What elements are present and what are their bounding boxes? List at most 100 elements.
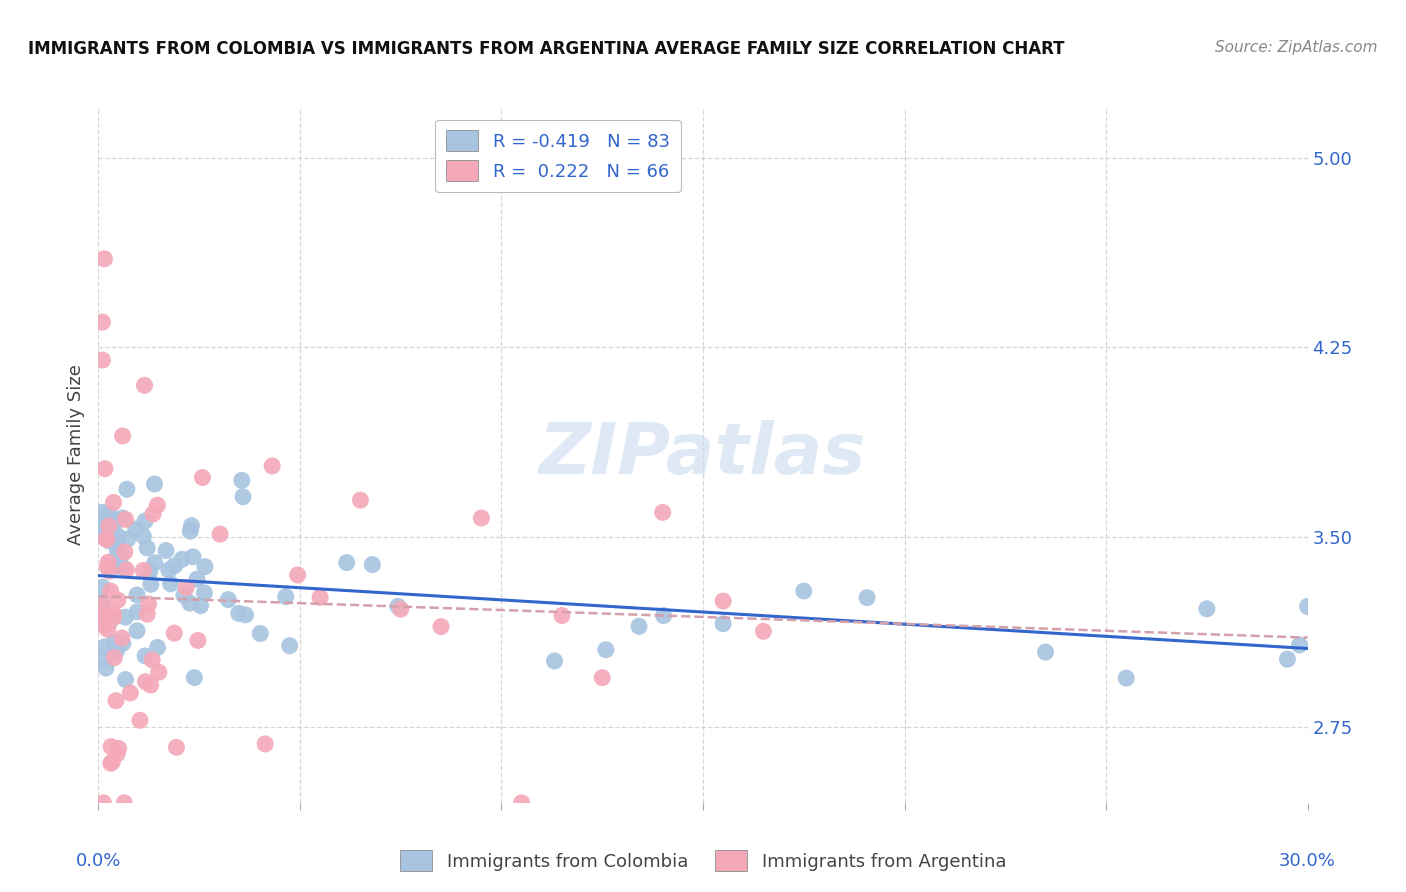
Point xyxy=(170,552,193,566)
Point xyxy=(100,739,122,754)
Point xyxy=(110,549,132,563)
Point xyxy=(287,568,309,582)
Point xyxy=(97,608,120,623)
Point xyxy=(208,527,231,541)
Point xyxy=(157,563,180,577)
Point xyxy=(111,636,134,650)
Point xyxy=(91,608,114,623)
Point xyxy=(856,591,879,605)
Point xyxy=(143,477,166,491)
Point xyxy=(595,642,617,657)
Point xyxy=(98,564,121,578)
Point xyxy=(112,796,135,810)
Point xyxy=(274,590,297,604)
Legend: Immigrants from Colombia, Immigrants from Argentina: Immigrants from Colombia, Immigrants fro… xyxy=(392,843,1014,879)
Point xyxy=(105,644,128,658)
Point xyxy=(107,593,129,607)
Point xyxy=(91,516,114,530)
Point xyxy=(336,556,359,570)
Point xyxy=(142,507,165,521)
Point xyxy=(120,686,142,700)
Point xyxy=(103,495,125,509)
Point xyxy=(91,505,114,519)
Point xyxy=(91,580,114,594)
Point xyxy=(470,511,492,525)
Point xyxy=(143,556,166,570)
Point xyxy=(139,577,162,591)
Point xyxy=(111,631,134,645)
Point xyxy=(651,505,673,519)
Point xyxy=(96,560,118,574)
Point xyxy=(114,512,136,526)
Point xyxy=(125,624,148,638)
Point xyxy=(183,671,205,685)
Point xyxy=(111,511,134,525)
Point xyxy=(232,490,254,504)
Point xyxy=(91,353,114,368)
Point xyxy=(1277,652,1299,666)
Point xyxy=(136,607,159,622)
Point xyxy=(115,482,138,496)
Point xyxy=(125,605,148,619)
Point xyxy=(103,635,125,649)
Point xyxy=(1115,671,1137,685)
Point xyxy=(254,737,277,751)
Point xyxy=(551,608,574,623)
Text: 0.0%: 0.0% xyxy=(76,852,121,870)
Point xyxy=(711,616,734,631)
Text: 30.0%: 30.0% xyxy=(1279,852,1336,870)
Point xyxy=(752,624,775,639)
Point xyxy=(278,639,301,653)
Point xyxy=(186,572,208,586)
Text: IMMIGRANTS FROM COLOMBIA VS IMMIGRANTS FROM ARGENTINA AVERAGE FAMILY SIZE CORREL: IMMIGRANTS FROM COLOMBIA VS IMMIGRANTS F… xyxy=(28,40,1064,58)
Point xyxy=(191,470,214,484)
Point xyxy=(228,607,250,621)
Point xyxy=(103,519,125,533)
Point xyxy=(173,588,195,602)
Point xyxy=(1195,601,1218,615)
Point xyxy=(97,555,120,569)
Point xyxy=(93,640,115,654)
Point xyxy=(262,458,284,473)
Point xyxy=(138,565,160,579)
Point xyxy=(141,653,163,667)
Point xyxy=(387,599,409,614)
Point xyxy=(93,796,115,810)
Point xyxy=(181,549,204,564)
Point xyxy=(107,530,129,544)
Point xyxy=(389,602,412,616)
Point xyxy=(107,536,129,550)
Point xyxy=(591,671,613,685)
Point xyxy=(132,563,155,577)
Point xyxy=(98,507,121,521)
Point xyxy=(166,740,188,755)
Point xyxy=(134,648,156,663)
Point xyxy=(129,713,152,727)
Point xyxy=(138,597,160,611)
Point xyxy=(543,654,565,668)
Point xyxy=(107,544,129,558)
Point xyxy=(112,561,135,575)
Point xyxy=(187,633,209,648)
Point xyxy=(430,619,453,633)
Point xyxy=(115,563,138,577)
Point xyxy=(101,513,124,527)
Point xyxy=(793,584,815,599)
Legend: R = -0.419   N = 83, R =  0.222   N = 66: R = -0.419 N = 83, R = 0.222 N = 66 xyxy=(434,120,681,192)
Point xyxy=(97,519,120,533)
Point xyxy=(125,522,148,536)
Point xyxy=(249,626,271,640)
Y-axis label: Average Family Size: Average Family Size xyxy=(67,365,86,545)
Point xyxy=(96,611,118,625)
Point xyxy=(91,527,114,541)
Point xyxy=(180,518,202,533)
Point xyxy=(125,588,148,602)
Point xyxy=(107,558,129,573)
Point xyxy=(94,661,117,675)
Point xyxy=(163,626,186,640)
Point xyxy=(231,473,253,487)
Point xyxy=(1296,599,1319,614)
Point xyxy=(103,650,125,665)
Point xyxy=(91,618,114,632)
Point xyxy=(349,493,371,508)
